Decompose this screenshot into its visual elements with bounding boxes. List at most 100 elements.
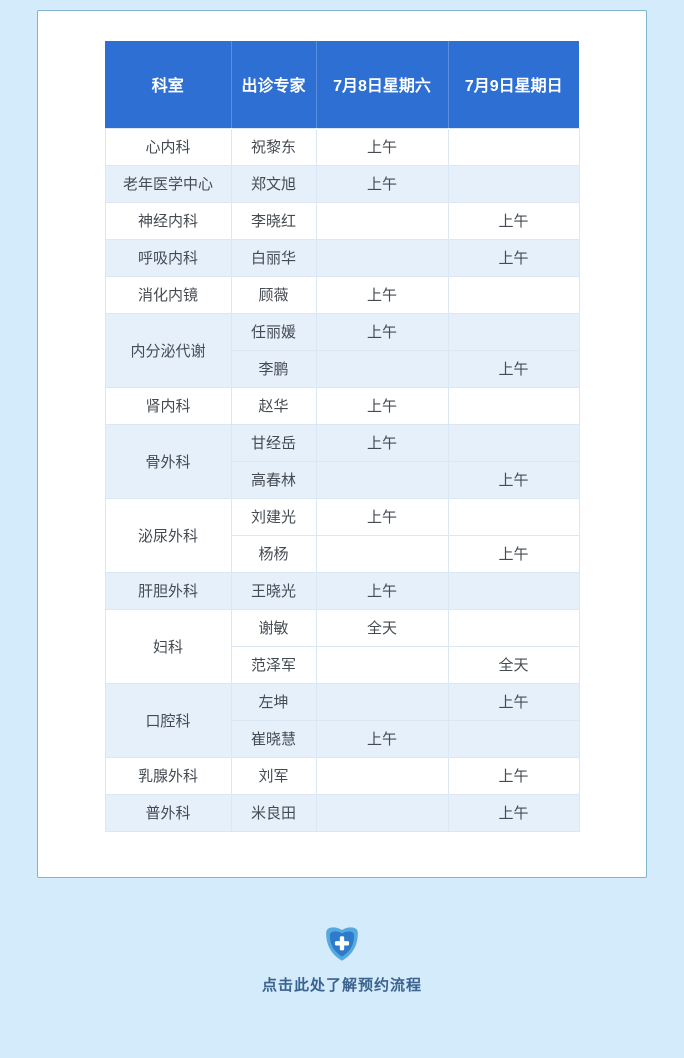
expert-cell: 刘建光 xyxy=(230,497,317,536)
saturday-shift-cell xyxy=(315,238,449,277)
col-header-sunday: 7月9日星期日 xyxy=(448,41,579,128)
booking-link-section: 点击此处了解预约流程 xyxy=(0,925,684,995)
saturday-shift-cell xyxy=(315,756,449,795)
expert-cell: 左坤 xyxy=(230,682,317,721)
expert-cell: 李鹏 xyxy=(230,349,317,388)
page: { "page": { "background_color": "#d3ebfa… xyxy=(0,10,684,1058)
department-cell: 妇科 xyxy=(104,608,232,684)
department-cell: 肾内科 xyxy=(104,386,232,425)
expert-cell: 任丽媛 xyxy=(230,312,317,351)
col-header-department: 科室 xyxy=(105,41,232,128)
sunday-shift-cell: 全天 xyxy=(447,645,580,684)
department-cell: 老年医学中心 xyxy=(104,164,232,203)
table-row: 李鹏 上午 xyxy=(105,349,580,388)
saturday-shift-cell xyxy=(315,793,449,832)
table-row: 高春林 上午 xyxy=(105,460,580,499)
sunday-shift-cell xyxy=(447,608,580,647)
table-row: 泌尿外科 刘建光 上午 xyxy=(104,497,580,573)
expert-cell: 范泽军 xyxy=(230,645,317,684)
department-cell: 心内科 xyxy=(104,127,232,166)
saturday-shift-cell: 全天 xyxy=(315,608,449,647)
department-cell: 普外科 xyxy=(104,793,232,832)
table-row: 内分泌代谢 任丽媛 上午 xyxy=(104,312,580,388)
saturday-shift-cell: 上午 xyxy=(315,127,449,166)
saturday-shift-cell xyxy=(315,349,449,388)
expert-cell: 刘军 xyxy=(230,756,317,795)
col-header-saturday: 7月8日星期六 xyxy=(316,41,449,128)
saturday-shift-cell: 上午 xyxy=(315,275,449,314)
sunday-shift-cell: 上午 xyxy=(447,534,580,573)
sunday-shift-cell xyxy=(447,127,580,166)
sunday-shift-cell xyxy=(447,497,580,536)
department-cell: 口腔科 xyxy=(104,682,232,758)
expert-cell: 米良田 xyxy=(230,793,317,832)
department-cell: 乳腺外科 xyxy=(104,756,232,795)
saturday-shift-cell xyxy=(315,534,449,573)
table-row: 心内科 祝黎东 上午 xyxy=(104,127,580,166)
table-row: 呼吸内科 白丽华 上午 xyxy=(104,238,580,277)
expert-cell: 王晓光 xyxy=(230,571,317,610)
sunday-shift-cell: 上午 xyxy=(447,201,580,240)
sunday-shift-cell xyxy=(447,719,580,758)
saturday-shift-cell: 上午 xyxy=(315,571,449,610)
table-row: 消化内镜 顾薇 上午 xyxy=(104,275,580,314)
col-header-expert: 出诊专家 xyxy=(231,41,317,128)
expert-cell: 谢敏 xyxy=(230,608,317,647)
department-cell: 呼吸内科 xyxy=(104,238,232,277)
sunday-shift-cell: 上午 xyxy=(447,349,580,388)
sunday-shift-cell: 上午 xyxy=(447,460,580,499)
booking-link-text[interactable]: 点击此处了解预约流程 xyxy=(261,977,422,994)
table-row: 神经内科 李晓红 上午 xyxy=(104,201,580,240)
table-row: 肾内科 赵华 上午 xyxy=(104,386,580,425)
sunday-shift-cell xyxy=(447,571,580,610)
expert-cell: 杨杨 xyxy=(230,534,317,573)
department-cell: 肝胆外科 xyxy=(104,571,232,610)
table-row: 乳腺外科 刘军 上午 xyxy=(104,756,580,795)
expert-cell: 顾薇 xyxy=(230,275,317,314)
saturday-shift-cell: 上午 xyxy=(315,164,449,203)
expert-cell: 白丽华 xyxy=(230,238,317,277)
department-cell: 骨外科 xyxy=(104,423,232,499)
table-row: 骨外科 甘经岳 上午 xyxy=(104,423,580,499)
saturday-shift-cell: 上午 xyxy=(315,719,449,758)
schedule-card: 科室 出诊专家 7月8日星期六 7月9日星期日 心内科 祝黎东 上午 老年医学中心 郑文… xyxy=(37,10,647,878)
sunday-shift-cell xyxy=(447,164,580,203)
saturday-shift-cell: 上午 xyxy=(315,423,449,462)
table-row: 普外科 米良田 上午 xyxy=(104,793,580,832)
department-cell: 泌尿外科 xyxy=(104,497,232,573)
table-row: 杨杨 上午 xyxy=(105,534,580,573)
department-cell: 消化内镜 xyxy=(104,275,232,314)
table-header-row: 科室 出诊专家 7月8日星期六 7月9日星期日 xyxy=(105,41,579,128)
expert-cell: 高春林 xyxy=(230,460,317,499)
expert-cell: 甘经岳 xyxy=(230,423,317,462)
expert-cell: 崔晓慧 xyxy=(230,719,317,758)
sunday-shift-cell xyxy=(447,386,580,425)
sunday-shift-cell xyxy=(447,423,580,462)
saturday-shift-cell: 上午 xyxy=(315,497,449,536)
expert-cell: 李晓红 xyxy=(230,201,317,240)
schedule-table: 科室 出诊专家 7月8日星期六 7月9日星期日 心内科 祝黎东 上午 老年医学中心 郑文… xyxy=(104,41,580,832)
saturday-shift-cell xyxy=(315,682,449,721)
table-row: 肝胆外科 王晓光 上午 xyxy=(104,571,580,610)
sunday-shift-cell: 上午 xyxy=(447,793,580,832)
saturday-shift-cell: 上午 xyxy=(315,386,449,425)
saturday-shift-cell xyxy=(315,645,449,684)
expert-cell: 赵华 xyxy=(230,386,317,425)
saturday-shift-cell xyxy=(315,201,449,240)
department-cell: 内分泌代谢 xyxy=(104,312,232,388)
expert-cell: 郑文旭 xyxy=(230,164,317,203)
department-cell: 神经内科 xyxy=(104,201,232,240)
sunday-shift-cell xyxy=(447,275,580,314)
table-row: 妇科 谢敏 全天 xyxy=(104,608,580,684)
sunday-shift-cell: 上午 xyxy=(447,682,580,721)
sunday-shift-cell: 上午 xyxy=(447,238,580,277)
sunday-shift-cell: 上午 xyxy=(447,756,580,795)
sunday-shift-cell xyxy=(447,312,580,351)
saturday-shift-cell: 上午 xyxy=(315,312,449,351)
medical-shield-plus-icon[interactable] xyxy=(322,925,362,963)
saturday-shift-cell xyxy=(315,460,449,499)
table-row: 口腔科 左坤 上午 xyxy=(104,682,580,758)
table-row: 范泽军 全天 xyxy=(105,645,580,684)
expert-cell: 祝黎东 xyxy=(230,127,317,166)
table-row: 老年医学中心 郑文旭 上午 xyxy=(104,164,580,203)
